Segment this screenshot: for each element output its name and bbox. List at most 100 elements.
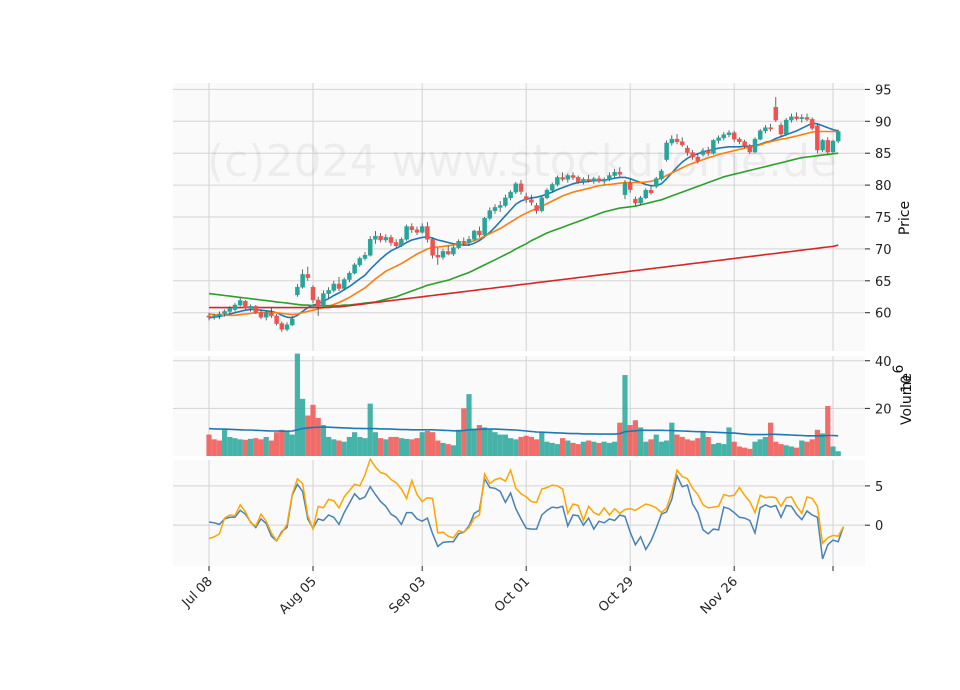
candle-body (217, 313, 222, 317)
candle-body (627, 182, 633, 190)
candle-body (279, 323, 285, 330)
candle-body (534, 205, 539, 211)
candle-body (378, 235, 383, 241)
candle-body (529, 199, 534, 203)
volume-bar (700, 432, 706, 456)
volume-bar (388, 436, 394, 456)
price-tick-label: 60 (875, 307, 892, 322)
candle-body (555, 177, 560, 185)
candle-body (269, 312, 274, 317)
volume-average-line (208, 426, 839, 437)
candle-body (513, 183, 519, 193)
x-tick-label: Nov 26 (698, 574, 741, 617)
volume-bar (549, 442, 555, 456)
volume-bar (648, 439, 654, 456)
volume-bar (757, 439, 763, 456)
volume-bar (773, 441, 779, 456)
volume-bar (560, 438, 566, 456)
volume-bar (242, 439, 248, 456)
candle-body (721, 134, 727, 139)
candle-body (492, 207, 498, 211)
oscillator-line (208, 473, 845, 560)
candle-body (638, 197, 643, 204)
volume-bar (482, 427, 488, 456)
candle-body (445, 251, 451, 255)
volume-bar (263, 436, 269, 456)
candle-body (471, 230, 477, 240)
candle-body (310, 286, 316, 301)
candle-body (560, 177, 565, 180)
volume-bar (471, 428, 477, 456)
candle-body (773, 106, 779, 121)
candle-body (752, 138, 758, 153)
volume-bar (762, 436, 768, 456)
volume-bar (768, 422, 774, 456)
volume-bar (336, 440, 342, 456)
candle-body (737, 138, 742, 142)
volume-tick-label: 20 (875, 402, 892, 417)
candle-body (747, 145, 753, 153)
candle-body (399, 239, 404, 246)
moving-average-line (209, 244, 839, 309)
candle-body (809, 119, 815, 129)
candle-body (487, 210, 493, 219)
candle-body (763, 127, 768, 132)
candle-body (653, 178, 659, 187)
volume-bar (222, 429, 228, 456)
candle-body (362, 255, 368, 259)
candle-body (347, 272, 352, 280)
candle-body (612, 172, 617, 176)
candle-body (565, 175, 571, 180)
volume-bar (320, 425, 326, 456)
volume-bar (726, 427, 732, 456)
moving-average-line (208, 122, 839, 319)
candle-body (419, 226, 425, 233)
volume-bar (300, 398, 306, 456)
oscillator-panel-bg (173, 460, 865, 566)
volume-axis-exponent: 6 (891, 364, 907, 373)
volume-bar (497, 434, 503, 456)
candle-body (321, 293, 326, 307)
candle-body (757, 130, 763, 140)
volume-axis-exponent-base: 10 (899, 375, 915, 393)
volume-bar (586, 440, 592, 456)
volume-bar (669, 422, 675, 456)
volume-bar (778, 444, 784, 456)
volume-bar (658, 441, 664, 456)
candle-body (305, 274, 311, 278)
volume-bar (534, 439, 540, 456)
volume-bar (237, 439, 243, 456)
candle-body (373, 235, 378, 240)
candle-body (289, 318, 295, 326)
volume-bar (565, 440, 571, 456)
volume-bar (393, 436, 399, 456)
candle-body (674, 138, 680, 142)
volume-bar (825, 406, 831, 456)
candle-body (695, 156, 701, 162)
candle-body (523, 196, 529, 201)
volume-bar (591, 441, 597, 456)
candle-body (778, 124, 784, 135)
volume-bar (362, 438, 368, 456)
volume-bar (830, 446, 836, 456)
volume-bar (570, 442, 576, 456)
volume-bar (435, 440, 441, 456)
candle-body (643, 189, 649, 199)
volume-bar (461, 408, 467, 456)
volume-bar (638, 427, 644, 456)
candle-body (237, 300, 243, 306)
candle-body (263, 312, 269, 318)
x-axis: Jul 08 Aug 05 Sep 03 Oct 01 Oct 29 Nov 26 (179, 566, 834, 617)
volume-bar (695, 438, 701, 456)
volume-bar (674, 434, 680, 456)
volume-bar (580, 441, 586, 456)
volume-bars (206, 353, 841, 456)
candle-body (383, 237, 389, 241)
volume-bar (736, 446, 742, 456)
candle-body (425, 226, 430, 240)
oscillator-tick-label: 0 (875, 519, 883, 534)
candle-body (581, 179, 586, 183)
candle-body (789, 116, 794, 121)
candle-body (622, 182, 628, 195)
